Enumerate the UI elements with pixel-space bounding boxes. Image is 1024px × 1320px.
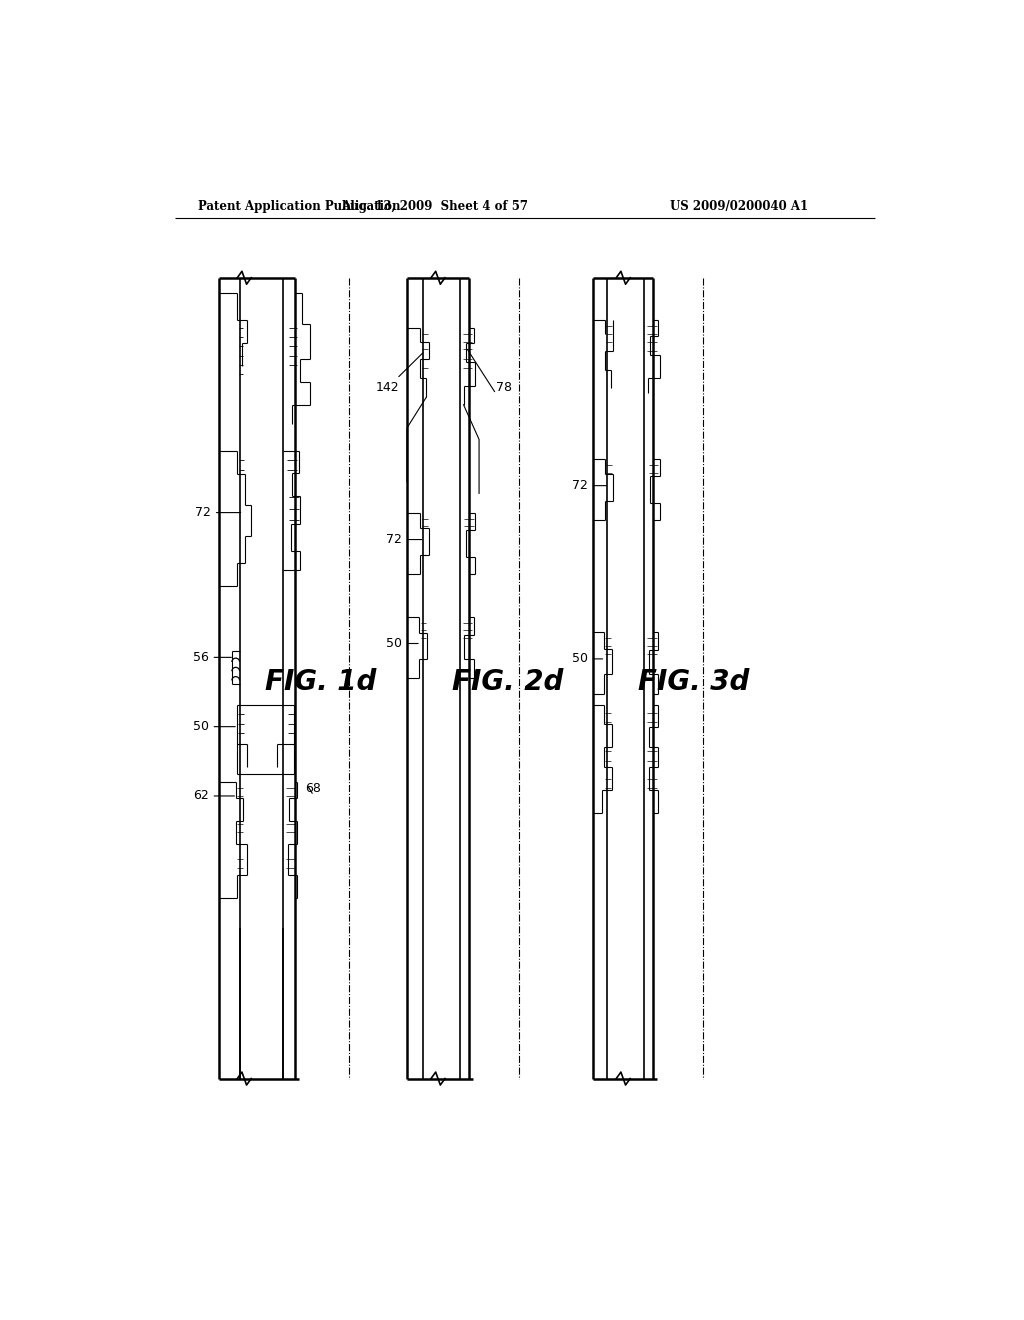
Text: 50: 50: [386, 638, 418, 649]
Text: 72: 72: [195, 506, 241, 519]
Text: US 2009/0200040 A1: US 2009/0200040 A1: [671, 199, 809, 213]
Text: 50: 50: [571, 652, 603, 665]
Text: Patent Application Publication: Patent Application Publication: [198, 199, 400, 213]
Text: 68: 68: [305, 781, 321, 795]
Text: 62: 62: [193, 789, 234, 803]
Text: FIG. 2d: FIG. 2d: [452, 668, 563, 696]
Text: Aug. 13, 2009  Sheet 4 of 57: Aug. 13, 2009 Sheet 4 of 57: [341, 199, 527, 213]
Text: 72: 72: [571, 479, 606, 492]
Text: FIG. 3d: FIG. 3d: [638, 668, 750, 696]
Text: 72: 72: [386, 533, 422, 546]
Text: 142: 142: [376, 352, 423, 395]
Text: 50: 50: [193, 721, 236, 733]
Text: 56: 56: [193, 651, 231, 664]
Text: 78: 78: [496, 381, 512, 395]
Text: FIG. 1d: FIG. 1d: [264, 668, 376, 696]
